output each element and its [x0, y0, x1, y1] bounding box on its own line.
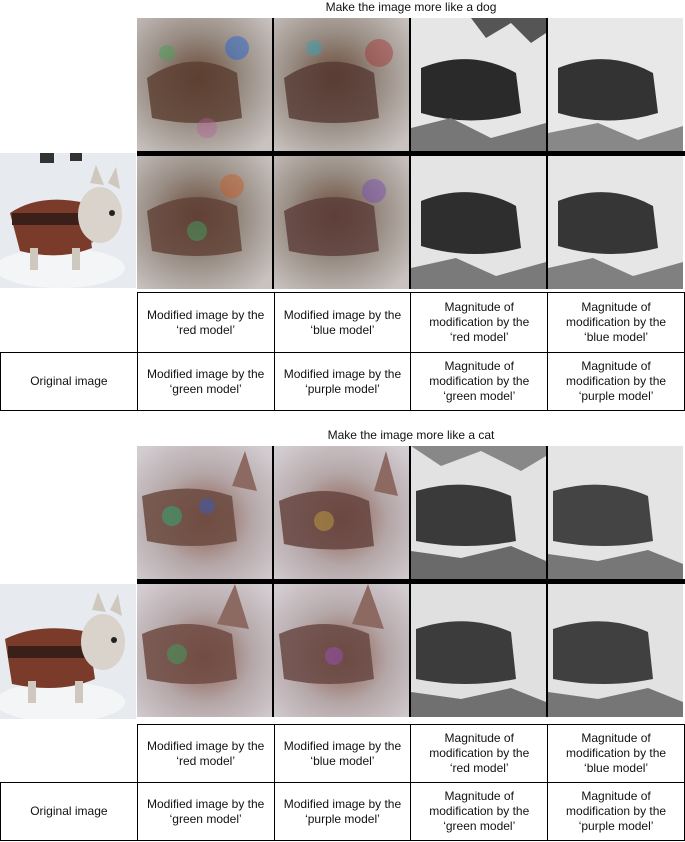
- caption-blank: [1, 725, 138, 783]
- original-image: [0, 584, 136, 719]
- modification-grid: [137, 18, 685, 289]
- magnitude-image-red: [411, 18, 546, 151]
- magnitude-image-blue: [548, 446, 683, 579]
- caption-cell: Magnitude of modification by the ‘blue m…: [547, 724, 685, 783]
- magnitude-image-blue: [548, 18, 683, 151]
- modification-grid: [137, 446, 685, 717]
- caption-cell: Magnitude of modification by the ‘purple…: [547, 352, 685, 411]
- caption-cell: Magnitude of modification by the ‘blue m…: [547, 292, 685, 353]
- panel-title: Make the image more like a cat: [327, 428, 495, 442]
- caption-cell: Magnitude of modification by the ‘purple…: [547, 782, 685, 841]
- caption-blank: [1, 293, 138, 353]
- modified-image-green: [137, 156, 272, 289]
- magnitude-image-green: [411, 156, 546, 289]
- caption-cell: Modified image by the ‘red model’: [136, 292, 275, 353]
- caption-cell: Magnitude of modification by the ‘red mo…: [410, 292, 549, 353]
- caption-cell: Magnitude of modification by the ‘red mo…: [410, 724, 549, 783]
- magnitude-image-red: [411, 446, 546, 579]
- grid-divider-horizontal: [137, 151, 685, 156]
- caption-cell: Modified image by the ‘blue model’: [273, 292, 412, 353]
- caption-cell: Modified image by the ‘blue model’: [273, 724, 412, 783]
- caption-cell: Modified image by the ‘purple model’: [273, 782, 412, 841]
- caption-original: Original image: [0, 352, 138, 411]
- caption-original: Original image: [0, 782, 138, 841]
- caption-cell: Modified image by the ‘green model’: [136, 782, 275, 841]
- grid-divider-horizontal: [137, 579, 685, 584]
- modified-image-green: [137, 584, 272, 717]
- magnitude-image-purple: [548, 156, 683, 289]
- modified-image-blue: [274, 18, 409, 151]
- magnitude-image-green: [411, 584, 546, 717]
- original-image: [0, 153, 136, 288]
- caption-cell: Magnitude of modification by the ‘green …: [410, 782, 549, 841]
- caption-table: Modified image by the ‘red model’ Modifi…: [0, 292, 685, 411]
- caption-cell: Modified image by the ‘purple model’: [273, 352, 412, 411]
- caption-cell: Modified image by the ‘green model’: [136, 352, 275, 411]
- magnitude-image-purple: [548, 584, 683, 717]
- modified-image-red: [137, 446, 272, 579]
- modified-image-purple: [274, 156, 409, 289]
- modified-image-red: [137, 18, 272, 151]
- modified-image-blue: [274, 446, 409, 579]
- caption-cell: Modified image by the ‘red model’: [136, 724, 275, 783]
- panel-title: Make the image more like a dog: [325, 0, 497, 14]
- caption-table: Modified image by the ‘red model’ Modifi…: [0, 724, 685, 841]
- caption-cell: Magnitude of modification by the ‘green …: [410, 352, 549, 411]
- modified-image-purple: [274, 584, 409, 717]
